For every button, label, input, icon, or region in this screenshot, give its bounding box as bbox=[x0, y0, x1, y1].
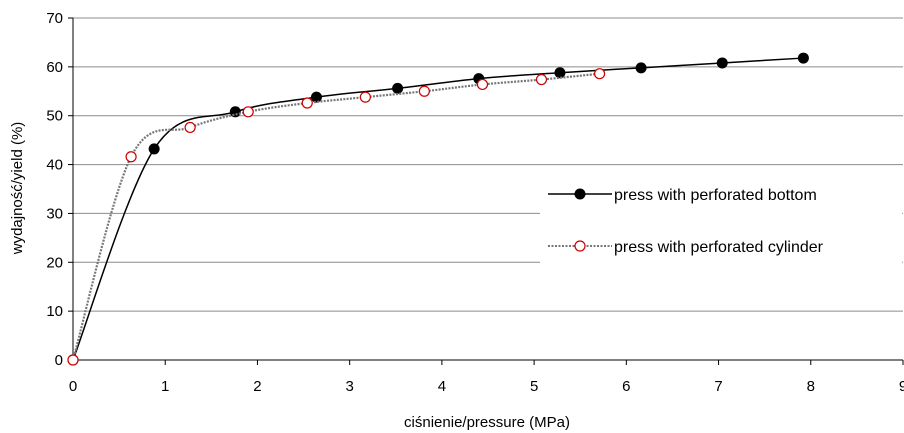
legend-item-series-2: press with perforated cylinder bbox=[548, 239, 824, 256]
y-axis-ticks: 0 10 20 30 40 50 60 70 bbox=[46, 10, 73, 369]
legend-mask bbox=[540, 175, 902, 265]
y-tick-label-10: 10 bbox=[46, 303, 63, 320]
series-2-point-6 bbox=[418, 85, 430, 97]
series-1-point-2 bbox=[229, 106, 241, 118]
legend-marker-series-2 bbox=[574, 240, 586, 252]
y-tick-label-60: 60 bbox=[46, 59, 63, 76]
x-tick-label-4: 4 bbox=[438, 378, 446, 395]
gridlines bbox=[73, 17, 903, 312]
series-2-point-5 bbox=[359, 91, 371, 103]
x-tick-label-9: 9 bbox=[899, 378, 904, 395]
series-1-point-8 bbox=[716, 57, 728, 69]
x-tick-label-0: 0 bbox=[69, 378, 77, 395]
y-tick-label-30: 30 bbox=[46, 205, 63, 222]
x-axis-title: ciśnienie/pressure (MPa) bbox=[404, 414, 570, 431]
series-2-point-1 bbox=[125, 151, 137, 163]
series-2-point-0 bbox=[67, 354, 79, 366]
y-tick-label-70: 70 bbox=[46, 10, 63, 27]
legend: press with perforated bottom press with … bbox=[540, 175, 902, 265]
legend-marker-series-1 bbox=[574, 188, 586, 200]
x-tick-label-5: 5 bbox=[530, 378, 538, 395]
series-2-point-7 bbox=[476, 78, 489, 91]
series-2-point-9 bbox=[593, 68, 606, 80]
x-axis-ticks: 0 1 2 3 4 5 6 7 8 9 bbox=[69, 360, 904, 395]
x-tick-label-8: 8 bbox=[807, 378, 815, 395]
series-1-point-3 bbox=[310, 91, 322, 103]
series-2-line bbox=[71, 72, 600, 361]
axes bbox=[72, 18, 903, 361]
y-axis-title: wydajność/yield (%) bbox=[9, 122, 26, 256]
legend-item-series-1: press with perforated bottom bbox=[548, 187, 817, 204]
series-1-point-6 bbox=[554, 67, 566, 79]
series-2-point-8 bbox=[535, 73, 548, 86]
series-2-point-3 bbox=[242, 106, 254, 118]
series-2 bbox=[67, 68, 606, 366]
x-tick-label-3: 3 bbox=[345, 378, 353, 395]
y-tick-label-0: 0 bbox=[55, 352, 63, 369]
y-tick-label-20: 20 bbox=[46, 254, 63, 271]
y-tick-label-40: 40 bbox=[46, 157, 63, 174]
legend-label-series-2: press with perforated cylinder bbox=[614, 239, 824, 256]
x-tick-label-6: 6 bbox=[622, 378, 630, 395]
x-tick-label-2: 2 bbox=[253, 378, 261, 395]
series-2-point-4 bbox=[301, 97, 313, 109]
x-tick-label-1: 1 bbox=[161, 378, 169, 395]
series-layer bbox=[67, 52, 809, 366]
series-1-point-4 bbox=[392, 82, 404, 94]
series-1-point-1 bbox=[148, 143, 160, 155]
series-2-point-2 bbox=[184, 121, 196, 134]
legend-label-series-1: press with perforated bottom bbox=[614, 187, 817, 204]
x-tick-label-7: 7 bbox=[714, 378, 722, 395]
y-tick-label-50: 50 bbox=[46, 108, 63, 125]
series-1-point-9 bbox=[797, 52, 809, 64]
series-1-point-7 bbox=[635, 62, 647, 74]
